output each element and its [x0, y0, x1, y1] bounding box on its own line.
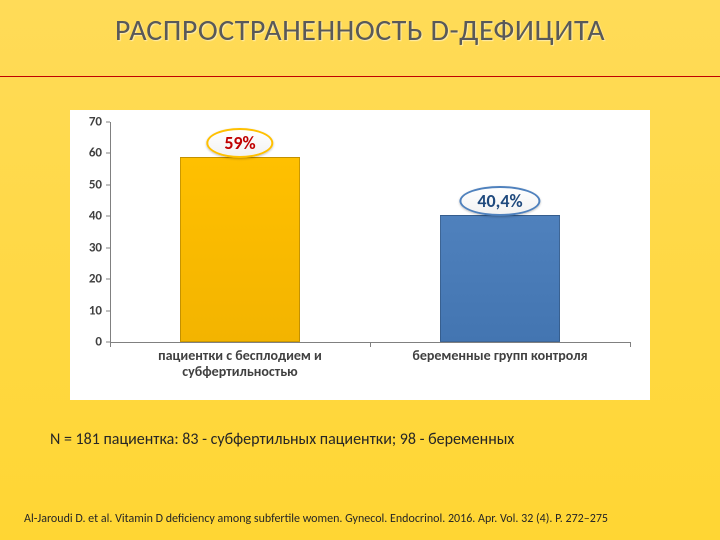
- y-tick-mark: [106, 184, 110, 185]
- y-tick-label: 20: [89, 272, 102, 287]
- x-axis-label: беременные групп контроля: [376, 348, 624, 364]
- y-tick-label: 60: [89, 146, 102, 161]
- value-badge: 59%: [206, 128, 273, 158]
- y-tick-label: 0: [95, 335, 102, 350]
- y-tick-label: 50: [89, 177, 102, 192]
- y-tick-mark: [106, 279, 110, 280]
- y-tick-label: 10: [89, 303, 102, 318]
- bar-chart: 0 10 20 30 40 50 60 70 59% 40,4% пациентки с бес…: [70, 110, 650, 400]
- category-separator: [370, 342, 371, 347]
- page-title: РАСПРОСТРАНЕННОСТЬ D-ДЕФИЦИТА: [0, 14, 720, 47]
- plot-area: 59% 40,4%: [110, 122, 630, 342]
- header-divider: [0, 76, 720, 77]
- y-tick-mark: [106, 122, 110, 123]
- y-tick-mark: [106, 153, 110, 154]
- x-axis-label: пациентки с бесплодием исубфертильностью: [116, 348, 364, 380]
- category-separator: [110, 342, 111, 347]
- citation-text: Al-Jaroudi D. et al. Vitamin D deficienc…: [24, 512, 694, 526]
- bar: [180, 157, 300, 342]
- y-tick-label: 70: [89, 115, 102, 130]
- value-badge: 40,4%: [459, 186, 540, 216]
- y-tick-mark: [106, 216, 110, 217]
- y-tick-label: 30: [89, 240, 102, 255]
- sample-caption: N = 181 пациентка: 83 - субфертильных па…: [50, 430, 650, 449]
- bar: [440, 215, 560, 342]
- category-separator: [630, 342, 631, 347]
- y-axis: 010203040506070: [70, 122, 106, 342]
- y-tick-label: 40: [89, 209, 102, 224]
- y-tick-mark: [106, 247, 110, 248]
- y-tick-mark: [106, 310, 110, 311]
